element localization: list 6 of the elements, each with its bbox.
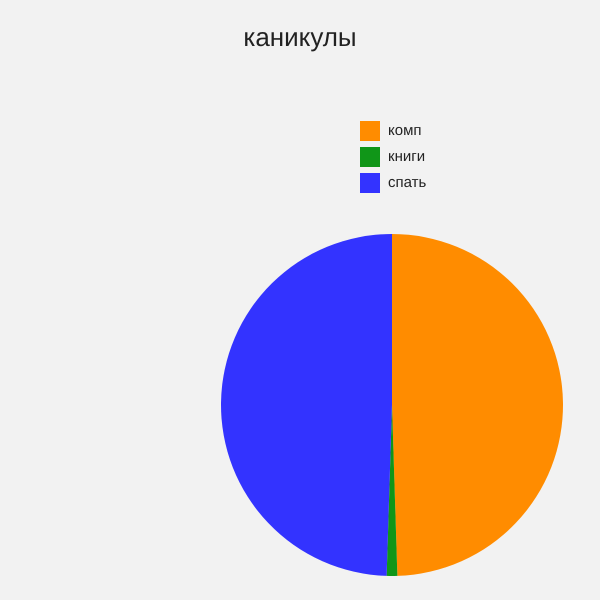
chart-title: каникулы xyxy=(242,22,358,53)
pie-slice xyxy=(392,234,563,576)
legend-label: книги xyxy=(388,147,426,167)
legend-label: комп xyxy=(388,121,422,141)
pie-slice xyxy=(221,234,392,576)
legend-label: спать xyxy=(388,173,426,193)
